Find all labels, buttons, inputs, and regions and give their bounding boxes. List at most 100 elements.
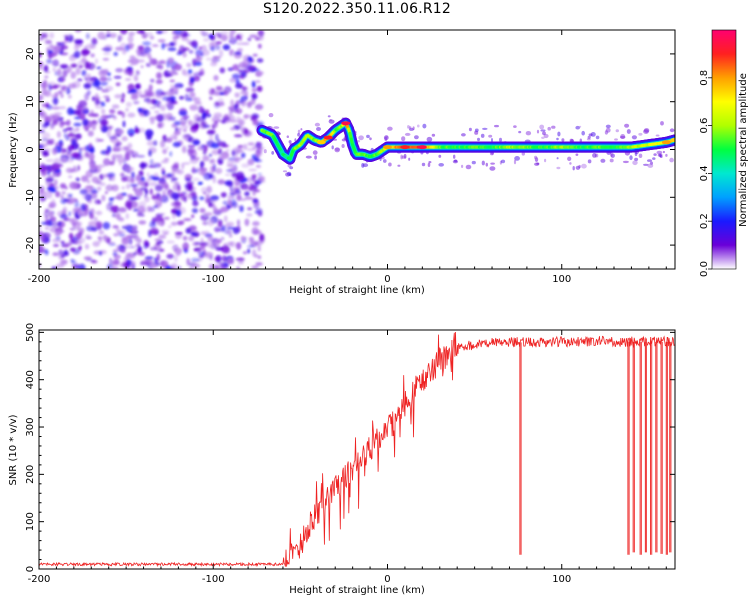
noise-speck (205, 57, 212, 61)
noise-speck (215, 133, 219, 142)
noise-speck (244, 191, 250, 197)
noise-speck (51, 221, 58, 228)
ridge-halo-speck (461, 133, 466, 137)
ridge-halo-speck (540, 129, 546, 132)
noise-speck (149, 57, 153, 65)
noise-speck (159, 60, 166, 65)
noise-speck (149, 106, 156, 110)
y-tick-label: 500 (25, 323, 36, 342)
noise-speck (149, 263, 158, 269)
noise-speck (189, 104, 198, 111)
ridge-halo-speck (647, 163, 654, 168)
noise-speck (255, 80, 261, 84)
noise-speck (236, 219, 241, 227)
noise-speck (92, 241, 100, 247)
ridge-halo-speck (653, 153, 657, 156)
noise-speck (235, 83, 243, 89)
noise-speck (193, 76, 200, 82)
noise-speck (197, 250, 202, 255)
noise-speck (102, 221, 111, 230)
noise-speck (78, 147, 82, 156)
ridge-halo-speck (401, 136, 406, 142)
ridge-halo-speck (660, 121, 664, 126)
noise-speck (161, 160, 169, 164)
noise-speck (58, 249, 64, 255)
noise-speck (140, 180, 144, 188)
noise-speck (97, 31, 106, 40)
noise-speck (111, 260, 120, 266)
noise-speck (181, 125, 189, 129)
noise-speck (186, 62, 192, 68)
noise-speck (87, 113, 96, 117)
noise-speck (75, 133, 82, 140)
noise-speck (188, 119, 192, 126)
ridge-halo-speck (314, 122, 320, 127)
ridge-halo-speck (572, 166, 575, 171)
colorbar-ticks: 0.0 0.2 0.4 0.6 0.8 (699, 70, 712, 277)
noise-speck (40, 109, 44, 116)
noise-speck (40, 236, 46, 243)
ridge-halo-speck (428, 161, 432, 164)
noise-speck (81, 175, 89, 182)
ridge-halo-speck (536, 129, 540, 134)
noise-speck (120, 249, 126, 253)
noise-speck (119, 34, 124, 41)
noise-speck (146, 172, 150, 177)
noise-speck (241, 42, 250, 46)
noise-speck (229, 127, 236, 131)
noise-speck (69, 181, 78, 190)
noise-speck (186, 39, 192, 44)
noise-speck (186, 258, 190, 266)
figure-title: S120.2022.350.11.06.R12 (263, 1, 451, 17)
noise-speck (183, 218, 192, 221)
spectrogram-y-axis-label: Frequency (Hz) (8, 112, 19, 188)
noise-speck (208, 153, 212, 157)
ridge-halo-speck (471, 160, 476, 165)
noise-speck (45, 176, 54, 183)
noise-speck (180, 121, 186, 126)
noise-speck (139, 94, 148, 98)
noise-speck (218, 261, 224, 266)
ridge-halo-speck (575, 165, 581, 170)
noise-speck (138, 45, 144, 54)
ridge-halo-speck (361, 163, 365, 168)
noise-speck (214, 256, 218, 261)
ridge-halo-speck (494, 124, 499, 128)
noise-speck (170, 99, 177, 103)
noise-speck (235, 149, 244, 153)
noise-speck (243, 143, 248, 150)
noise-speck (60, 157, 68, 163)
noise-speck (118, 207, 127, 213)
noise-speck (156, 253, 161, 262)
noise-speck (209, 173, 214, 179)
noise-speck (201, 31, 209, 37)
noise-speck (94, 199, 101, 205)
noise-speck (128, 245, 136, 249)
noise-speck (223, 90, 229, 96)
noise-speck (72, 81, 81, 89)
noise-speck (85, 236, 92, 240)
noise-speck (127, 142, 133, 149)
ridge-halo-speck (652, 157, 656, 160)
noise-speck (240, 235, 245, 241)
noise-speck (60, 194, 64, 199)
noise-speck (154, 114, 163, 121)
ridge-halo-speck (286, 135, 289, 138)
noise-speck (49, 32, 55, 39)
noise-speck (209, 134, 213, 142)
ridge-halo-speck (561, 138, 565, 142)
ridge-halo-speck (426, 136, 433, 142)
noise-speck (213, 75, 219, 81)
noise-speck (232, 64, 240, 71)
noise-speck (146, 133, 152, 141)
noise-speck (112, 225, 119, 229)
ridge-halo-speck (592, 153, 597, 158)
noise-speck (191, 257, 200, 263)
noise-speck (235, 34, 241, 40)
noise-speck (45, 148, 51, 153)
noise-speck (128, 31, 136, 37)
noise-speck (199, 68, 205, 76)
noise-speck (188, 235, 195, 242)
noise-speck (159, 248, 165, 252)
